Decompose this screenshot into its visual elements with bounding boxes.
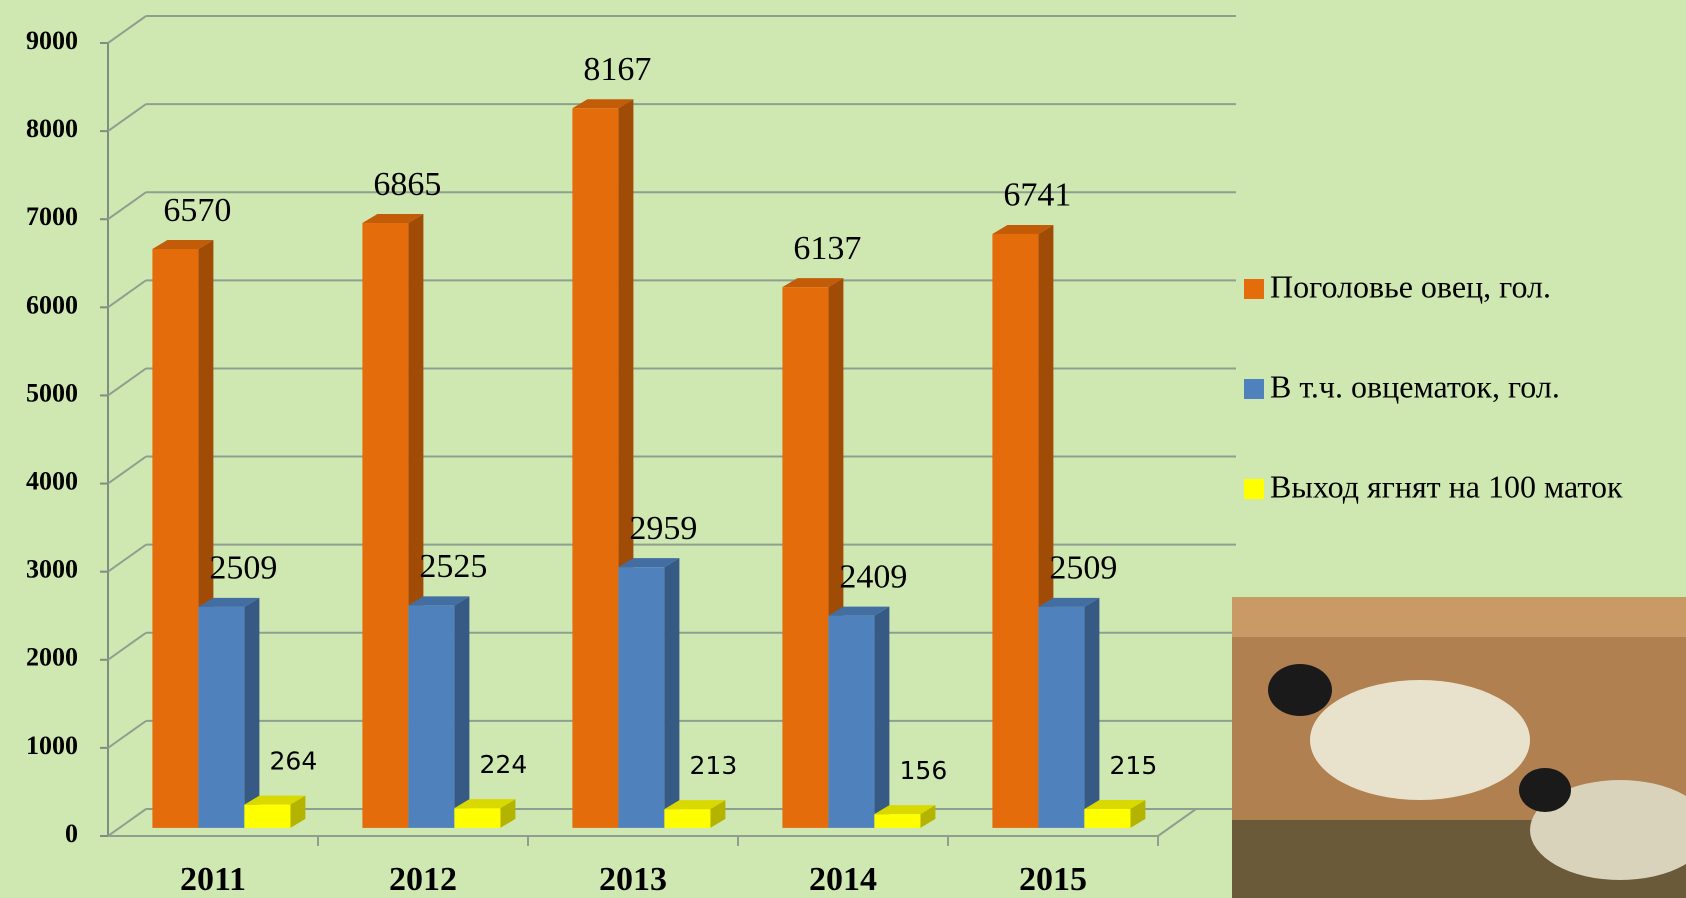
photo-sheep-head [1268,664,1332,716]
data-label: 6865 [373,166,441,203]
bar [244,804,291,828]
bar-side [1084,597,1100,828]
y-tick-label: 2000 [26,643,78,672]
data-label: 156 [900,756,948,785]
grid-line [107,543,147,573]
bar-top [992,224,1054,234]
photo-sheep-head [1519,768,1571,812]
bar-side [1130,799,1146,828]
bar-top [874,805,936,815]
photo-fence [1232,597,1686,637]
bar-top [664,800,726,810]
bar [618,567,665,828]
bar-top [454,799,516,809]
bar [408,605,455,828]
y-tick-label: 9000 [26,26,78,55]
legend-swatch [1244,279,1264,299]
bar [992,233,1039,828]
bar-top [828,606,890,616]
legend-swatch [1244,379,1264,399]
y-tick-label: 4000 [26,467,78,496]
bar-top [244,795,306,805]
data-label: 2509 [209,550,277,587]
x-tick-label: 2015 [1019,861,1087,898]
bar [454,808,501,828]
data-label: 6741 [1003,177,1071,214]
bar-side [500,799,516,828]
photo [1232,597,1686,898]
bar-side [710,800,726,828]
data-label: 6570 [163,192,231,229]
bar-top [362,214,424,224]
x-tick-label: 2013 [599,861,667,898]
bar [828,615,875,828]
bar-side [290,795,306,828]
bar [152,249,199,828]
bar [874,814,921,828]
bar [198,606,245,828]
grid-line [107,631,147,661]
data-label: 224 [480,750,528,779]
bar-top [782,278,844,288]
x-axis-depth [1157,808,1197,837]
data-label: 2409 [839,558,907,595]
y-tick-label: 6000 [26,290,78,319]
data-label: 2509 [1049,550,1117,587]
bar-side [244,597,260,828]
bar-top [572,99,634,109]
grid-line [107,279,147,309]
data-label: 215 [1110,751,1158,780]
bar [664,809,711,828]
y-tick-label: 8000 [26,114,78,143]
legend-swatch [1244,479,1264,499]
data-label: 6137 [793,230,861,267]
photo-sheep [1310,680,1530,800]
x-tick-label: 2012 [389,861,457,898]
bar-top [408,596,470,606]
y-tick-label: 7000 [26,202,78,231]
grid-line [107,15,147,44]
x-tick-label: 2011 [180,861,246,898]
bar-top [152,240,214,250]
bar [1038,606,1085,828]
grid-line [107,808,147,837]
legend-label: Поголовье овец, гол. [1270,268,1551,304]
bar [1084,808,1131,828]
y-tick-label: 5000 [26,378,78,407]
data-label: 2959 [629,510,697,547]
bar-top [1084,799,1146,809]
bar-top [1038,597,1100,607]
bar-side [454,596,470,828]
bar-top [618,558,680,568]
y-tick-label: 3000 [26,555,78,584]
y-tick-label: 0 [65,819,78,848]
legend-label: Выход ягнят на 100 маток [1270,468,1623,504]
bar-side [920,805,936,828]
bar [572,108,619,828]
bar-side [874,606,890,828]
photo-sheep [1530,780,1686,880]
grid-line [107,103,147,132]
legend-label: В т.ч. овцематок, гол. [1270,368,1560,404]
bar-side [664,558,680,828]
data-label: 213 [690,751,738,780]
y-tick-label: 1000 [26,731,78,760]
grid-line [107,367,147,397]
data-label: 8167 [583,51,651,88]
bar [782,287,829,828]
grid-line [107,455,147,485]
x-tick-label: 2014 [809,861,877,898]
grid-line [107,720,147,749]
grid-line [107,191,147,221]
data-label: 2525 [419,548,487,585]
data-label: 264 [270,747,318,776]
bar-top [198,597,260,607]
bar [362,223,409,828]
